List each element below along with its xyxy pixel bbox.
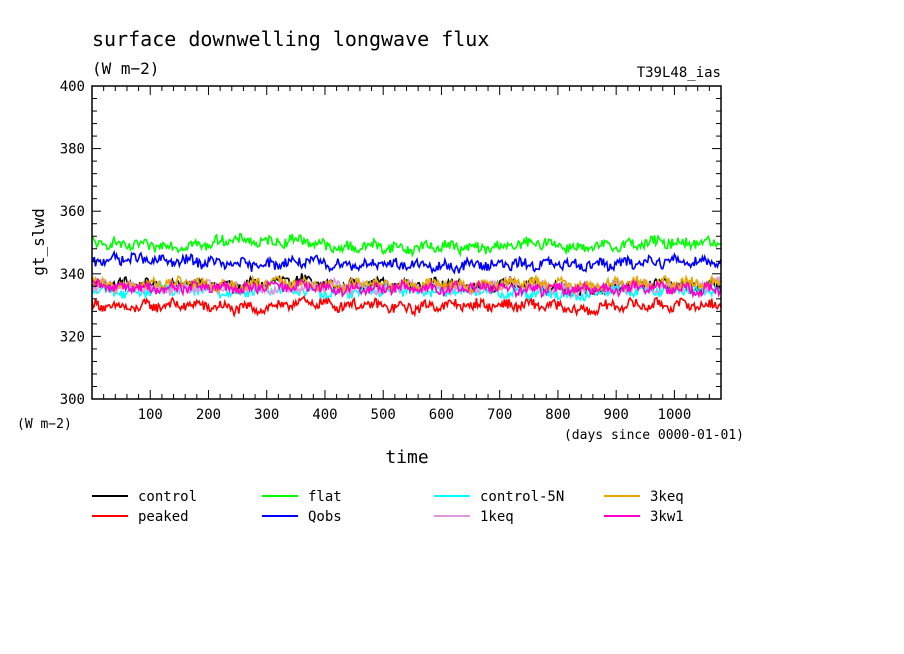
x-tick-label: 700 bbox=[487, 407, 512, 423]
legend-label-control: control bbox=[138, 489, 197, 505]
legend-label-peaked: peaked bbox=[138, 509, 189, 525]
x-tick-label: 400 bbox=[312, 407, 337, 423]
series-line-flat bbox=[91, 232, 722, 258]
ticks-layer: 300 320 340 360 380 400 100 200 300 400 500 600 700 8… bbox=[60, 79, 721, 423]
y-tick-label: 340 bbox=[60, 267, 85, 283]
x-tick-label: 500 bbox=[371, 407, 396, 423]
x-tick-label: 800 bbox=[545, 407, 570, 423]
legend: control peaked flat Qobs control-5N 1keq 3keq 3… bbox=[92, 489, 684, 525]
legend-label-3keq: 3keq bbox=[650, 489, 684, 505]
y-tick-label: 300 bbox=[60, 392, 85, 408]
x-tick-label: 300 bbox=[254, 407, 279, 423]
y-axis-units: (W m−2) bbox=[17, 417, 72, 432]
run-label: T39L48_ias bbox=[637, 65, 721, 81]
y-tick-label: 400 bbox=[60, 79, 85, 95]
y-axis-label: gt_slwd bbox=[29, 208, 48, 275]
series-line-peaked bbox=[91, 294, 722, 319]
x-tick-label: 600 bbox=[429, 407, 454, 423]
legend-label-1keq: 1keq bbox=[480, 509, 514, 525]
y-tick-label: 360 bbox=[60, 204, 85, 220]
x-tick-label: 100 bbox=[138, 407, 163, 423]
legend-label-control-5N: control-5N bbox=[480, 489, 564, 505]
legend-label-3kw1: 3kw1 bbox=[650, 509, 684, 525]
series-line-3kw1 bbox=[91, 277, 722, 299]
x-tick-label: 200 bbox=[196, 407, 221, 423]
x-axis-label: time bbox=[385, 447, 428, 468]
chart-subtitle: (W m−2) bbox=[92, 59, 159, 78]
legend-label-flat: flat bbox=[308, 489, 342, 505]
y-tick-label: 320 bbox=[60, 329, 85, 345]
plot-frame bbox=[91, 85, 722, 400]
x-tick-label: 1000 bbox=[658, 407, 692, 423]
legend-label-Qobs: Qobs bbox=[308, 509, 342, 525]
chart-title: surface downwelling longwave flux bbox=[92, 27, 489, 51]
x-axis-units: (days since 0000-01-01) bbox=[564, 428, 744, 443]
series-layer bbox=[91, 232, 722, 319]
series-line-Qobs bbox=[91, 249, 722, 275]
y-tick-label: 380 bbox=[60, 142, 85, 158]
x-tick-label: 900 bbox=[604, 407, 629, 423]
